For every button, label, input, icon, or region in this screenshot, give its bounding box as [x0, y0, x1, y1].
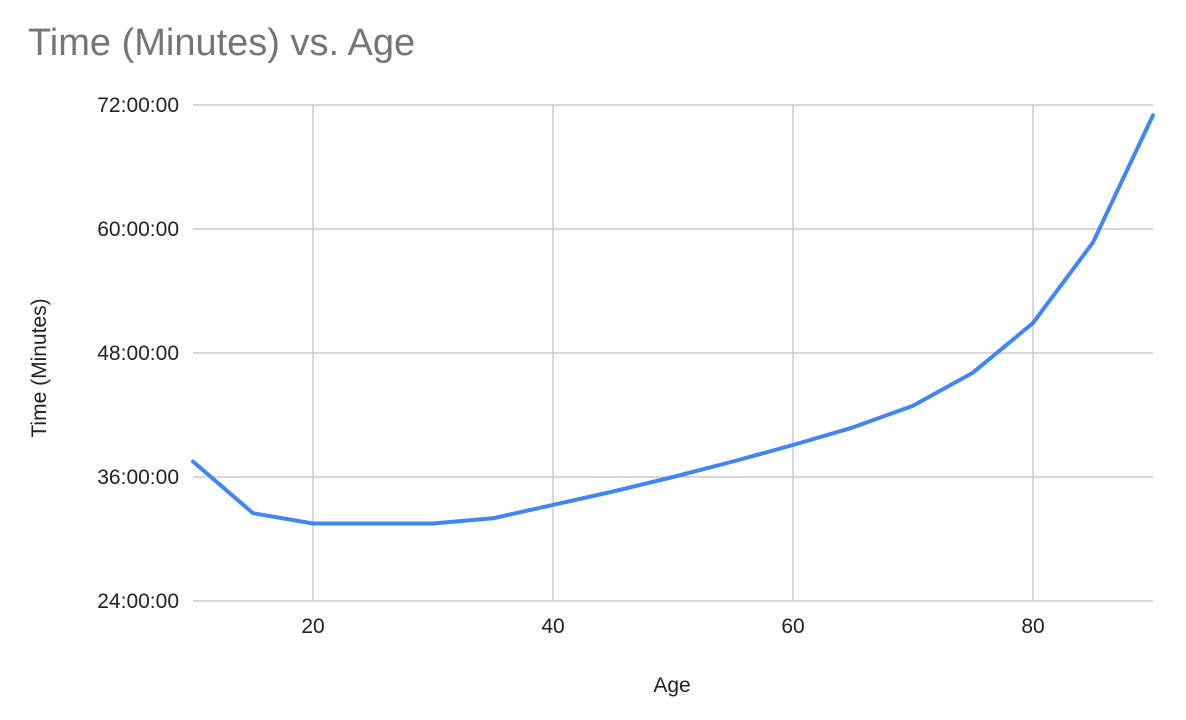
- y-tick-label: 36:00:00: [97, 466, 179, 489]
- x-tick-labels: 20 40 60 80: [301, 615, 1044, 638]
- x-axis-label: Age: [653, 674, 690, 697]
- series-lines: [191, 113, 1155, 526]
- x-tick-label: 20: [301, 615, 324, 638]
- x-tick-label: 80: [1021, 615, 1044, 638]
- x-tick-label: 60: [781, 615, 804, 638]
- y-tick-labels: 24:00:00 36:00:00 48:00:00 60:00:00 72:00:00: [97, 94, 179, 613]
- series-line: [191, 113, 1155, 526]
- y-axis-label: Time (Minutes): [28, 298, 51, 437]
- y-tick-label: 72:00:00: [97, 94, 179, 117]
- chart-title: Time (Minutes) vs. Age: [28, 22, 416, 64]
- y-tick-label: 24:00:00: [97, 590, 179, 613]
- grid-lines: [193, 104, 1153, 602]
- y-tick-label: 60:00:00: [97, 218, 179, 241]
- x-tick-label: 40: [541, 615, 564, 638]
- y-tick-label: 48:00:00: [97, 342, 179, 365]
